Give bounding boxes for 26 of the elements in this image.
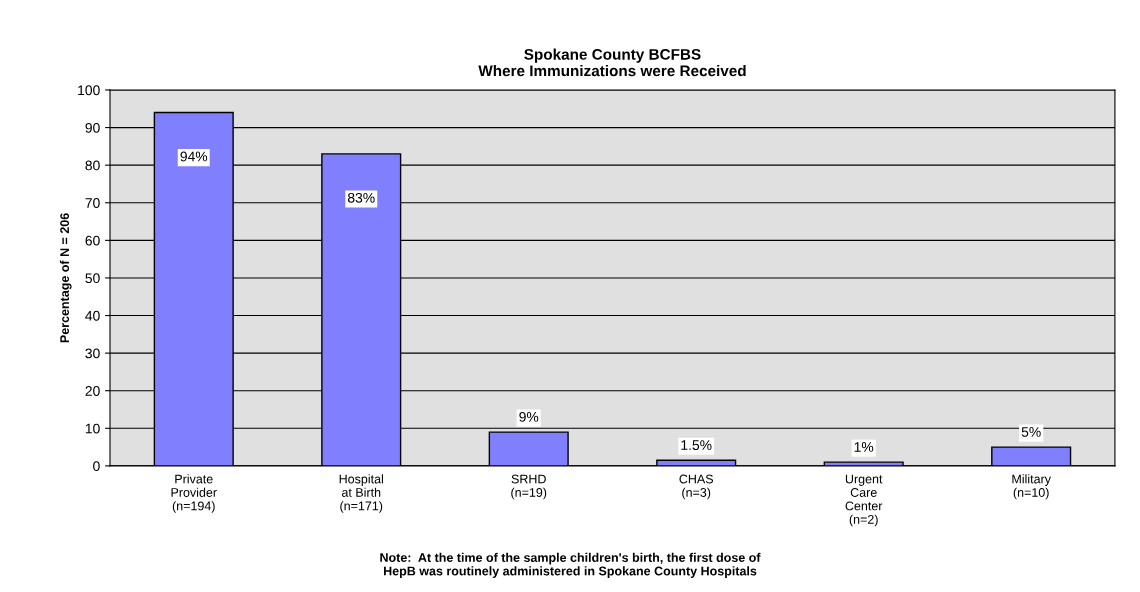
x-tick-label: SRHD (n=19)	[511, 474, 547, 500]
y-tick-label: 10	[85, 423, 100, 434]
data-label: 9%	[519, 411, 539, 422]
x-tick-label: Private Provider (n=194)	[171, 474, 217, 513]
x-tick-label: Hospital at Birth (n=171)	[339, 474, 383, 513]
y-tick-label: 0	[93, 461, 100, 472]
data-label: 1%	[854, 442, 874, 452]
data-label: 94%	[180, 151, 208, 162]
data-label: 83%	[347, 192, 375, 203]
y-tick-label: 50	[85, 273, 100, 284]
x-tick-label: Urgent Care Center (n=2)	[845, 474, 883, 527]
y-axis-title: Percentage of N = 206	[59, 213, 72, 343]
text: Note: At the time of the sample children's birth, the first dose of HepB was routinely administered in Spokane County Hospitals	[380, 552, 761, 578]
y-tick-label: 70	[85, 198, 100, 208]
x-tick-label: Military (n=10)	[1012, 474, 1051, 500]
data-label: 5%	[1021, 427, 1041, 437]
y-tick-label: 30	[85, 348, 100, 359]
data-label: 1.5%	[681, 440, 712, 450]
y-tick-label: 90	[85, 122, 100, 133]
y-tick-label: 60	[85, 235, 100, 246]
y-tick-label: 20	[85, 386, 100, 396]
y-tick-label: 40	[85, 310, 100, 321]
y-tick-label: 80	[85, 160, 100, 171]
x-tick-label: CHAS (n=3)	[679, 474, 713, 500]
y-tick-label: 100	[78, 85, 100, 96]
chart-title: Spokane County BCFBS Where Immunizations were Received	[478, 48, 746, 77]
